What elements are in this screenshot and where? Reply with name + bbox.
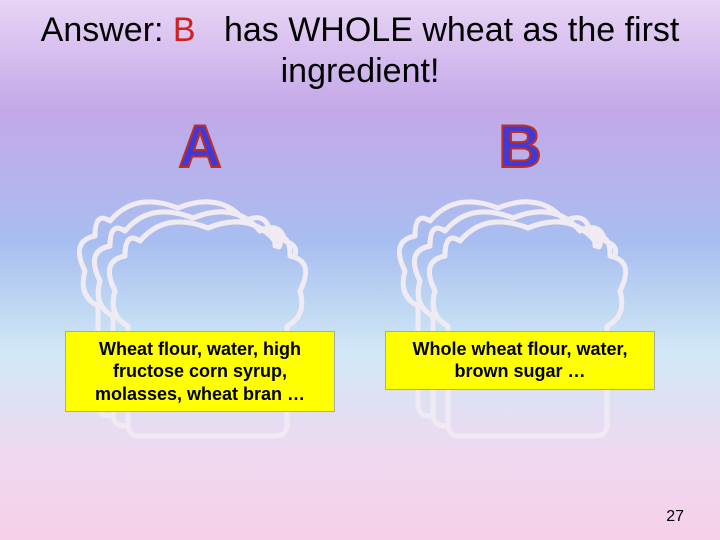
title-prefix: Answer: — [41, 11, 164, 49]
option-b-bread: Whole wheat flour, water, brown sugar … — [380, 186, 660, 446]
option-b-label: B — [498, 112, 541, 181]
option-a: A Wheat flour, water, high fructose corn… — [40, 112, 360, 446]
option-a-bread: Wheat flour, water, high fructose corn s… — [60, 186, 340, 446]
bread-icon — [390, 186, 650, 446]
options-row: A Wheat flour, water, high fructose corn… — [0, 112, 720, 446]
option-a-label: A — [178, 112, 221, 181]
title-rest: has WHOLE wheat as the first ingredient! — [224, 11, 679, 90]
page-number: 27 — [666, 508, 684, 526]
title-text: Answer: B has WHOLE wheat as the first i… — [0, 0, 720, 92]
option-a-ingredients: Wheat flour, water, high fructose corn s… — [65, 331, 335, 413]
option-b-ingredients: Whole wheat flour, water, brown sugar … — [385, 331, 655, 390]
option-b: B Whole wheat flour, water, brown sugar … — [360, 112, 680, 446]
title-answer-letter: B — [173, 11, 196, 49]
